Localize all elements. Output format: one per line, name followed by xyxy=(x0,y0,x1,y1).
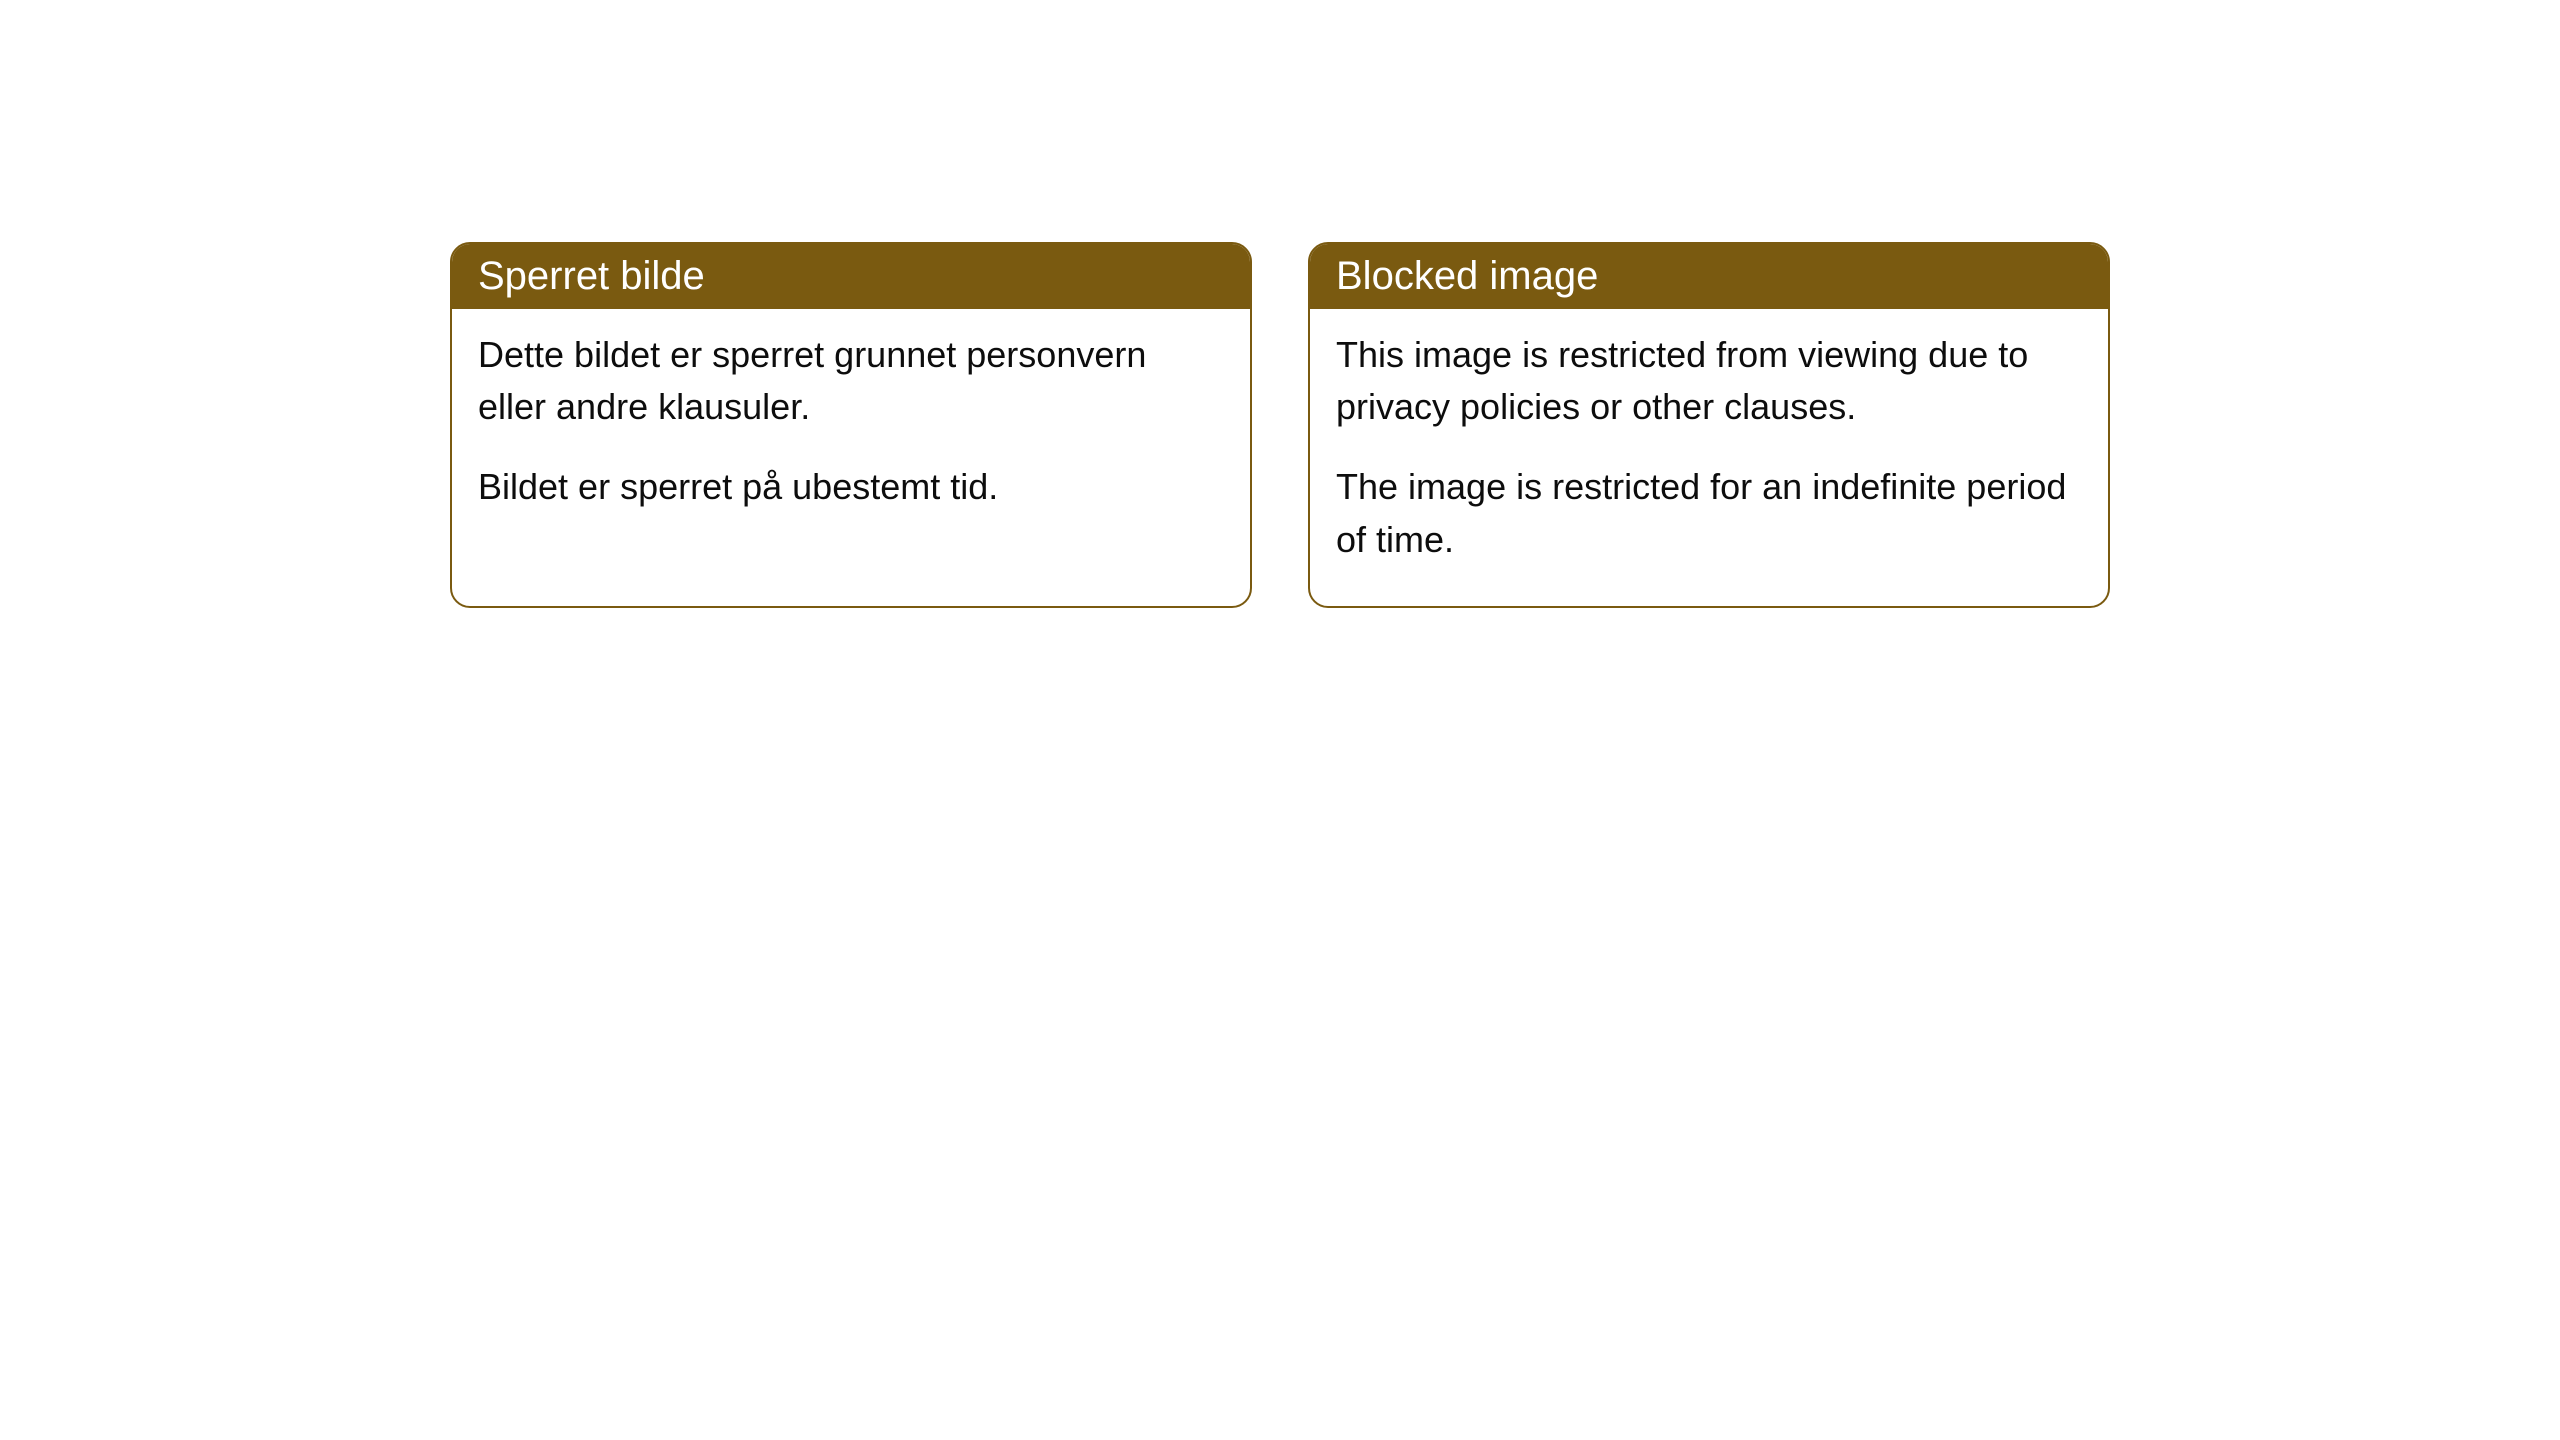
notice-container: Sperret bilde Dette bildet er sperret gr… xyxy=(450,242,2110,608)
card-text-norwegian-2: Bildet er sperret på ubestemt tid. xyxy=(478,461,1224,513)
blocked-image-card-english: Blocked image This image is restricted f… xyxy=(1308,242,2110,608)
card-text-english-2: The image is restricted for an indefinit… xyxy=(1336,461,2082,565)
blocked-image-card-norwegian: Sperret bilde Dette bildet er sperret gr… xyxy=(450,242,1252,608)
card-body-english: This image is restricted from viewing du… xyxy=(1310,309,2108,606)
card-header-english: Blocked image xyxy=(1310,244,2108,309)
card-text-norwegian-1: Dette bildet er sperret grunnet personve… xyxy=(478,329,1224,433)
card-header-norwegian: Sperret bilde xyxy=(452,244,1250,309)
card-body-norwegian: Dette bildet er sperret grunnet personve… xyxy=(452,309,1250,554)
card-text-english-1: This image is restricted from viewing du… xyxy=(1336,329,2082,433)
